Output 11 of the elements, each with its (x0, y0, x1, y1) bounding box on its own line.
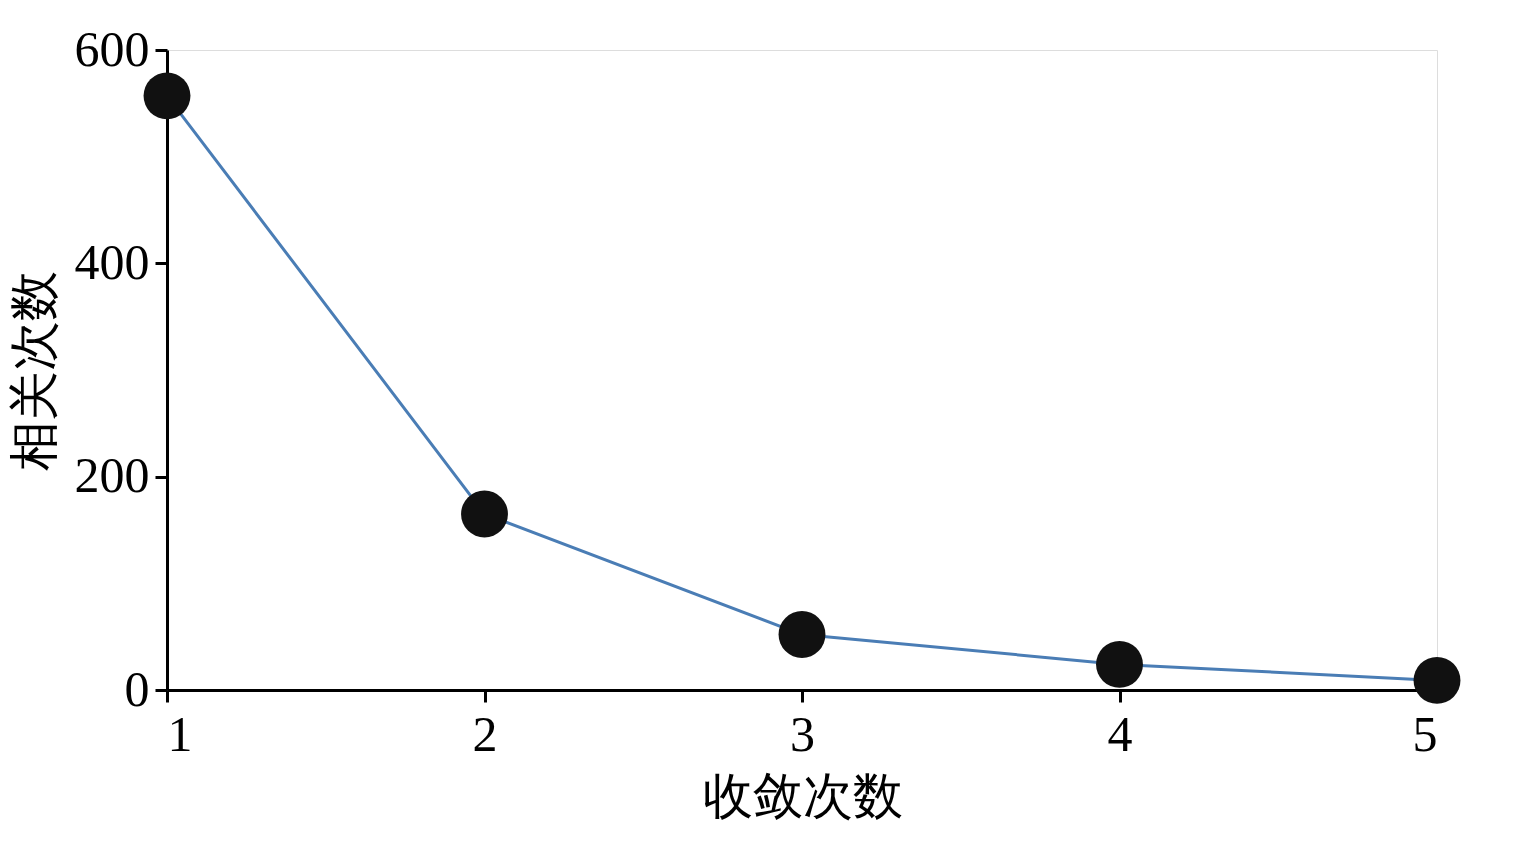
x-tick-label: 1 (167, 705, 193, 762)
x-tick-label: 3 (790, 705, 815, 762)
x-tick-label: 2 (472, 705, 498, 762)
y-tick-label: 400 (74, 233, 150, 290)
y-tick-label: 600 (74, 20, 150, 77)
x-tick-label: 4 (1107, 705, 1133, 762)
y-tick-label: 200 (74, 447, 150, 504)
y-axis-title: 相关次数 (5, 270, 62, 471)
x-tick-label: 5 (1412, 705, 1438, 762)
y-tick-label: 0 (124, 660, 150, 717)
x-axis-title: 收敛次数 (702, 767, 903, 824)
